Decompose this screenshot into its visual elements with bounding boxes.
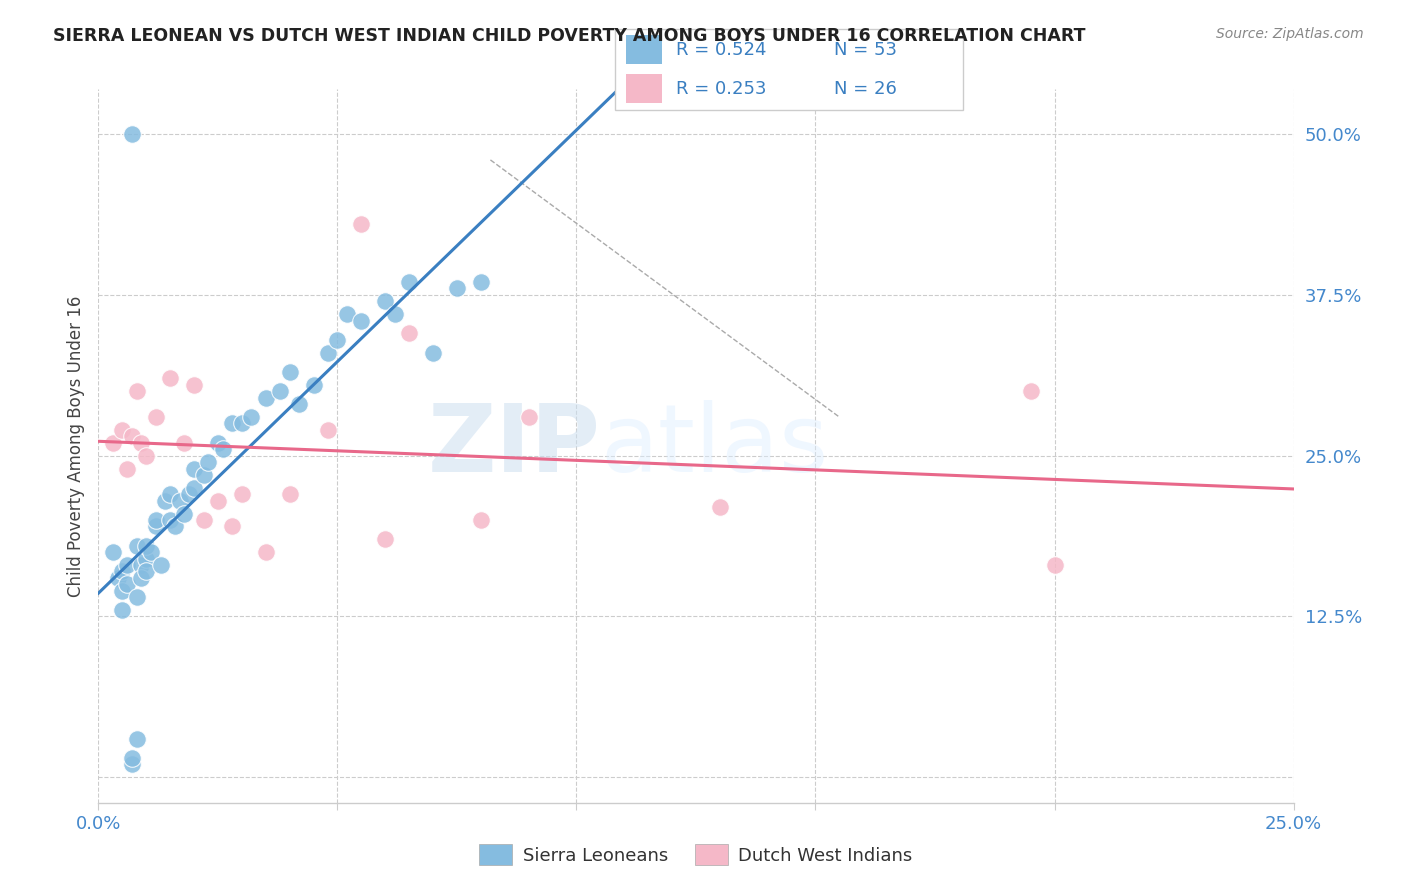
Point	[183, 461, 205, 475]
Point	[207, 435, 229, 450]
Point	[193, 513, 215, 527]
Point	[115, 461, 138, 475]
Point	[139, 545, 162, 559]
Text: N = 26: N = 26	[834, 79, 897, 97]
Point	[350, 217, 373, 231]
Point	[1043, 558, 1066, 572]
Point	[316, 423, 339, 437]
Text: N = 53: N = 53	[834, 41, 897, 59]
Point	[169, 493, 191, 508]
Point	[135, 565, 157, 579]
Point	[374, 294, 396, 309]
Point	[159, 513, 181, 527]
Point	[709, 500, 731, 514]
Point	[111, 565, 134, 579]
Point	[131, 558, 153, 572]
Text: R = 0.524: R = 0.524	[676, 41, 766, 59]
Text: ZIP: ZIP	[427, 400, 600, 492]
Point	[125, 590, 148, 604]
Point	[326, 333, 349, 347]
Point	[115, 577, 138, 591]
Point	[115, 558, 138, 572]
Point	[121, 751, 143, 765]
Point	[374, 533, 396, 547]
Point	[135, 539, 157, 553]
Point	[231, 487, 253, 501]
Point	[231, 417, 253, 431]
Point	[422, 345, 444, 359]
Point	[145, 410, 167, 425]
Point	[254, 545, 277, 559]
Point	[159, 371, 181, 385]
Point	[131, 571, 153, 585]
Point	[135, 449, 157, 463]
Point	[398, 326, 420, 341]
Point	[197, 455, 219, 469]
Point	[111, 423, 134, 437]
Text: atlas: atlas	[600, 400, 828, 492]
Point	[398, 275, 420, 289]
Point	[183, 481, 205, 495]
Point	[470, 275, 492, 289]
Point	[125, 384, 148, 399]
Point	[159, 487, 181, 501]
Point	[207, 493, 229, 508]
Point	[269, 384, 291, 399]
Legend: Sierra Leoneans, Dutch West Indians: Sierra Leoneans, Dutch West Indians	[472, 837, 920, 872]
Point	[254, 391, 277, 405]
Text: R = 0.253: R = 0.253	[676, 79, 766, 97]
Point	[240, 410, 263, 425]
Point	[350, 313, 373, 327]
Point	[302, 378, 325, 392]
Y-axis label: Child Poverty Among Boys Under 16: Child Poverty Among Boys Under 16	[66, 295, 84, 597]
Point	[183, 378, 205, 392]
Point	[470, 513, 492, 527]
Point	[135, 551, 157, 566]
Point	[193, 467, 215, 482]
Point	[155, 493, 177, 508]
Point	[278, 487, 301, 501]
Point	[211, 442, 233, 457]
Point	[517, 410, 540, 425]
FancyBboxPatch shape	[626, 35, 662, 64]
Point	[446, 281, 468, 295]
Point	[173, 435, 195, 450]
Point	[384, 307, 406, 321]
FancyBboxPatch shape	[626, 74, 662, 103]
Point	[179, 487, 201, 501]
Point	[107, 571, 129, 585]
Text: Source: ZipAtlas.com: Source: ZipAtlas.com	[1216, 27, 1364, 41]
FancyBboxPatch shape	[616, 29, 963, 110]
Point	[278, 365, 301, 379]
Point	[125, 539, 148, 553]
Point	[111, 603, 134, 617]
Point	[101, 435, 124, 450]
Point	[145, 519, 167, 533]
Point	[111, 583, 134, 598]
Text: SIERRA LEONEAN VS DUTCH WEST INDIAN CHILD POVERTY AMONG BOYS UNDER 16 CORRELATIO: SIERRA LEONEAN VS DUTCH WEST INDIAN CHIL…	[53, 27, 1085, 45]
Point	[336, 307, 359, 321]
Point	[131, 435, 153, 450]
Point	[221, 417, 243, 431]
Point	[101, 545, 124, 559]
Point	[221, 519, 243, 533]
Point	[121, 429, 143, 443]
Point	[288, 397, 311, 411]
Point	[125, 731, 148, 746]
Point	[1019, 384, 1042, 399]
Point	[145, 513, 167, 527]
Point	[173, 507, 195, 521]
Point	[316, 345, 339, 359]
Point	[149, 558, 172, 572]
Point	[121, 127, 143, 141]
Point	[121, 757, 143, 772]
Point	[163, 519, 186, 533]
